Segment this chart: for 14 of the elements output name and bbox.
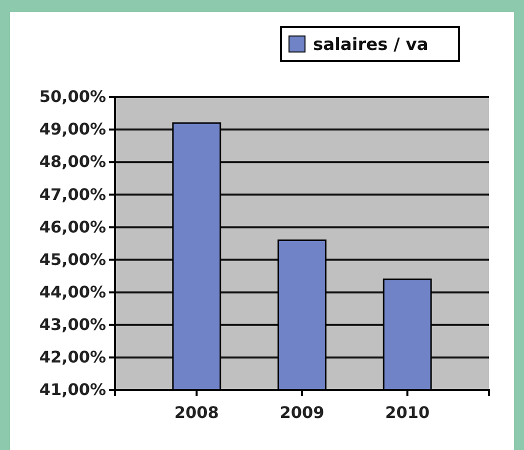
x-tick-label: 2008 <box>174 403 219 422</box>
y-tick-label: 44,00% <box>39 282 106 302</box>
y-tick-label: 42,00% <box>39 348 106 367</box>
y-tick-label: 49,00% <box>39 120 106 139</box>
x-tick-label: 2009 <box>280 403 324 422</box>
y-tick-label: 43,00% <box>39 315 106 334</box>
y-tick-label: 48,00% <box>39 152 106 172</box>
y-tick-label: 47,00% <box>39 184 106 204</box>
y-tick-label: 50,00% <box>39 87 106 106</box>
y-tick-label: 45,00% <box>39 250 106 269</box>
x-tick-label: 2010 <box>385 403 430 422</box>
y-tick-label: 41,00% <box>39 380 106 400</box>
y-tick-label: 46,00% <box>39 217 106 236</box>
legend-label: salaires / va <box>313 35 428 55</box>
